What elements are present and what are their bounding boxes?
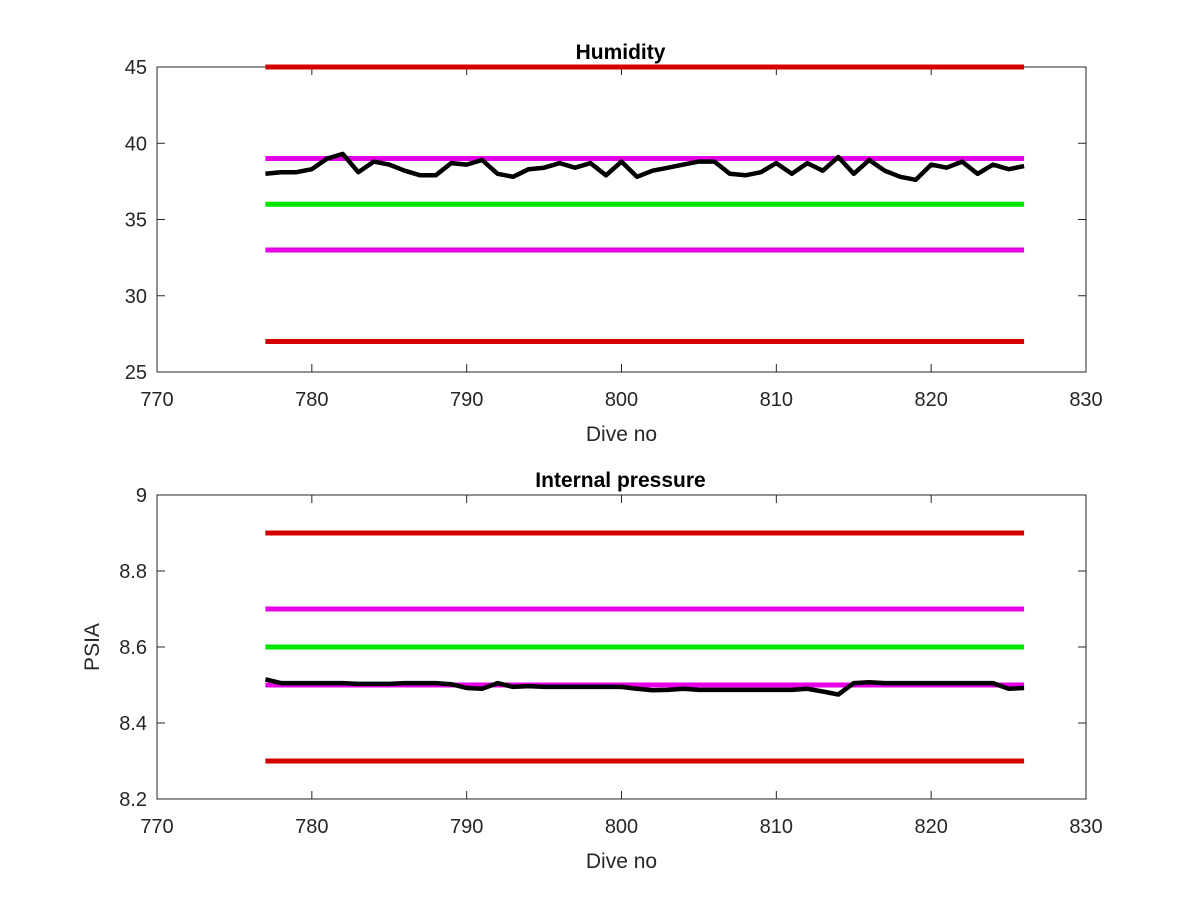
y-tick-label: 45 [125,57,147,79]
x-tick-label: 790 [450,389,483,411]
x-tick-label: 780 [295,816,328,838]
data-series-line [265,151,1025,183]
internal-pressure-subplot: 770 780 790 800 810 820 830 8.2 8.4 8.6 8.8 9 Intern… [81,469,1103,873]
y-tick-label: 8.4 [119,713,147,735]
y-axis-label: PSIA [81,623,104,671]
x-tick-label: 820 [914,389,947,411]
x-axis-label: Dive no [586,850,657,873]
plot-title: Humidity [576,41,666,64]
x-tick-label: 810 [760,816,793,838]
x-tick-label: 770 [140,816,173,838]
y-tick-label: 30 [125,286,147,308]
data-series-line [264,677,1025,697]
y-tick-label: 8.8 [119,561,147,583]
x-tick-label: 830 [1069,816,1102,838]
x-tick-label: 810 [760,389,793,411]
x-tick-label: 770 [140,389,173,411]
y-tick-label: 9 [136,485,147,507]
y-tick-label: 40 [125,133,147,155]
x-axis-label: Dive no [586,423,657,446]
axes-box [156,66,1087,373]
y-tick-label: 8.2 [119,789,147,811]
x-tick-label: 790 [450,816,483,838]
x-tick-label: 800 [605,816,638,838]
humidity-subplot: 770 780 790 800 810 820 830 25 30 35 40 45 Humidity D… [125,41,1103,446]
x-tick-label: 800 [605,389,638,411]
x-tick-label: 820 [914,816,947,838]
y-tick-label: 35 [125,210,147,232]
plot-title: Internal pressure [535,469,705,492]
x-tick-label: 780 [295,389,328,411]
y-tick-label: 8.6 [119,637,147,659]
x-tick-label: 830 [1069,389,1102,411]
y-tick-label: 25 [125,362,147,384]
